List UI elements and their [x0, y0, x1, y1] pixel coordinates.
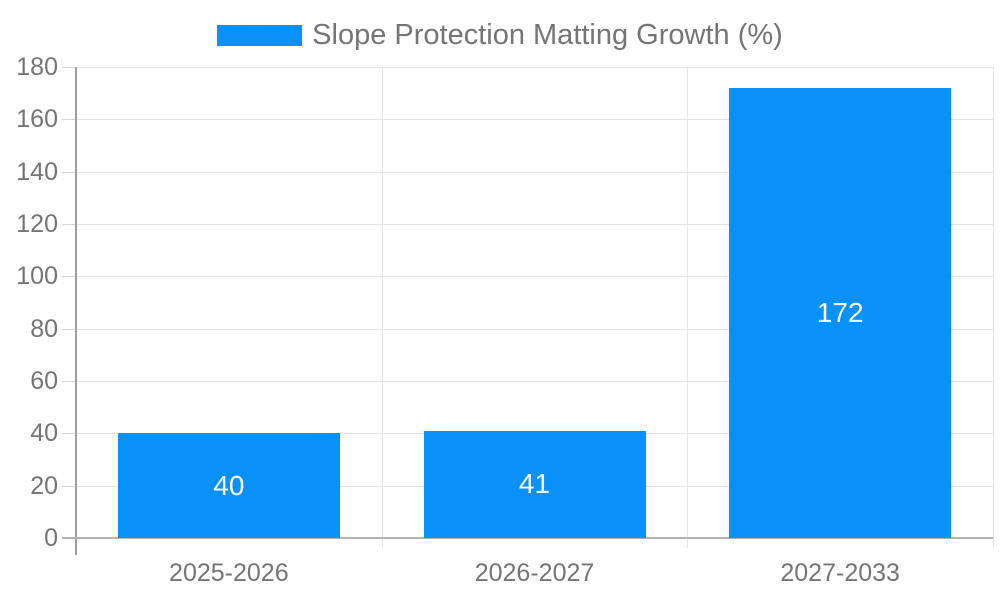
- gridline-y-100: [76, 276, 993, 278]
- y-axis-label-120: 120: [16, 210, 58, 238]
- y-axis-label-0: 0: [44, 524, 58, 552]
- chart-legend: Slope Protection Matting Growth (%): [0, 18, 1000, 52]
- category-separator-1: [382, 67, 383, 548]
- y-axis-label-80: 80: [30, 314, 58, 343]
- y-tick-40: [62, 433, 76, 435]
- chart-title: Slope Protection Matting Growth (%): [312, 18, 783, 51]
- y-axis-label-60: 60: [30, 367, 58, 395]
- gridline-y-160: [76, 119, 993, 121]
- bar-2027-2033-text: 172: [816, 296, 864, 328]
- bar-2026-2027: 41: [423, 430, 646, 538]
- y-tick-180: [62, 67, 76, 68]
- x-axis-baseline: [62, 537, 993, 539]
- gridline-y-180: [76, 67, 993, 68]
- plot-right-border: [993, 67, 994, 548]
- y-axis-label-140: 140: [16, 157, 58, 186]
- bar-2025-2026-text: 40: [213, 469, 245, 501]
- y-axis-line: [75, 67, 77, 555]
- bar-2026-2027-text: 41: [518, 468, 551, 500]
- x-axis-label-2025-2026: 2025-2026: [169, 559, 289, 587]
- y-tick-140: [62, 171, 76, 173]
- y-axis-label-100: 100: [16, 262, 58, 291]
- y-tick-120: [62, 224, 76, 225]
- y-axis-label-40: 40: [30, 419, 58, 448]
- legend-swatch: [217, 24, 303, 46]
- category-separator-2: [687, 67, 688, 548]
- y-tick-160: [62, 119, 76, 121]
- x-axis-label-2026-2027: 2026-2027: [474, 559, 595, 587]
- y-axis-label-20: 20: [30, 471, 58, 500]
- x-axis-label-2027-2033: 2027-2033: [780, 559, 900, 587]
- y-tick-20: [62, 485, 76, 487]
- y-tick-100: [62, 276, 76, 278]
- y-axis-label-160: 160: [16, 105, 58, 134]
- gridline-y-80: [76, 328, 993, 330]
- gridline-y-140: [76, 171, 993, 173]
- y-axis-label-180: 180: [16, 53, 58, 81]
- y-tick-60: [62, 381, 76, 382]
- gridline-y-60: [76, 381, 993, 382]
- bar-2027-2033: 172: [729, 87, 952, 538]
- y-tick-80: [62, 328, 76, 330]
- gridline-y-120: [76, 224, 993, 225]
- bar-2025-2026: 40: [117, 433, 340, 538]
